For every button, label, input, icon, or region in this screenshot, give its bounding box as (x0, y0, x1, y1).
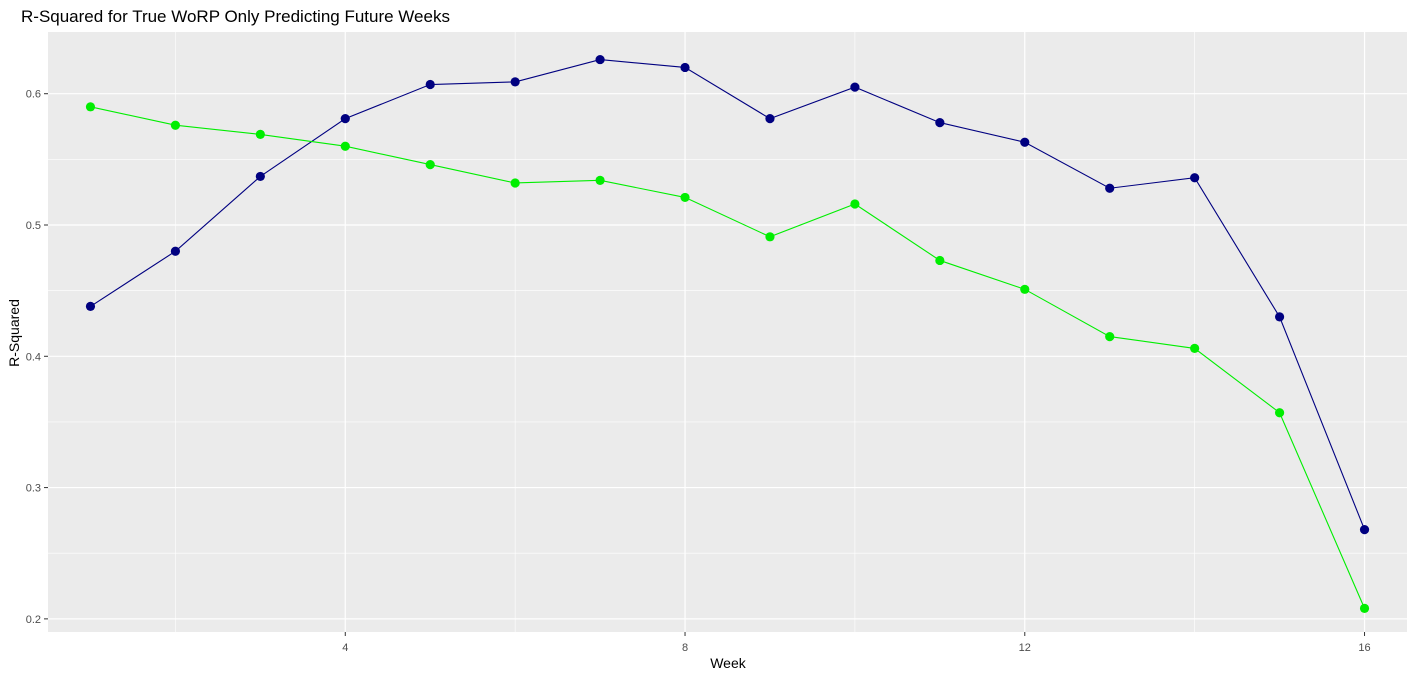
data-point (85, 102, 96, 112)
data-point (595, 175, 605, 185)
data-point (1190, 173, 1200, 183)
data-point (1105, 331, 1115, 342)
series-1 (85, 54, 1370, 535)
data-point (680, 62, 690, 73)
data-point (255, 129, 265, 140)
y-tick-label: 0.2 (26, 614, 41, 626)
data-point (170, 120, 181, 130)
y-axis-title: R-Squared (6, 299, 22, 367)
data-point (170, 246, 181, 256)
data-point (850, 199, 860, 209)
data-point (1190, 343, 1200, 354)
data-point (1274, 312, 1285, 322)
x-tick-label: 8 (682, 642, 688, 654)
axis-ticks: 4 8 12 16 0.2 0.3 0.4 0.5 0.6 (26, 89, 1371, 654)
y-tick-label: 0.5 (26, 220, 41, 232)
y-tick-label: 0.6 (26, 89, 41, 101)
data-point (680, 192, 690, 203)
data-point (255, 171, 265, 182)
x-tick-label: 12 (1019, 642, 1031, 654)
data-point (85, 301, 96, 311)
data-point (765, 114, 775, 124)
y-tick-label: 0.3 (26, 483, 41, 495)
y-tick-label: 0.4 (26, 351, 41, 363)
data-point (1020, 284, 1030, 294)
series-2 (85, 102, 1370, 613)
major-gridlines (48, 32, 1407, 632)
series-layer (85, 54, 1370, 613)
x-tick-label: 16 (1358, 642, 1370, 654)
x-tick-label: 4 (342, 642, 348, 654)
data-point (340, 114, 350, 124)
series-line-1 (90, 59, 1366, 530)
data-point (935, 255, 945, 266)
data-point (1359, 524, 1370, 535)
data-point (425, 160, 435, 170)
data-point (1274, 408, 1285, 418)
x-axis-title: Week (710, 655, 747, 671)
data-point (510, 77, 520, 87)
data-point (425, 79, 435, 90)
chart-title: R-Squared for True WoRP Only Predicting … (21, 7, 450, 26)
data-point (850, 82, 860, 92)
data-point (765, 232, 775, 242)
plot-panel (48, 32, 1407, 632)
data-point (1020, 137, 1030, 147)
data-point (935, 117, 945, 128)
data-point (1359, 603, 1370, 613)
data-point (1105, 183, 1115, 193)
data-point (595, 54, 605, 65)
data-point (510, 178, 520, 188)
data-point (340, 141, 350, 151)
minor-gridlines (48, 32, 1407, 632)
series-line-2 (90, 106, 1366, 609)
